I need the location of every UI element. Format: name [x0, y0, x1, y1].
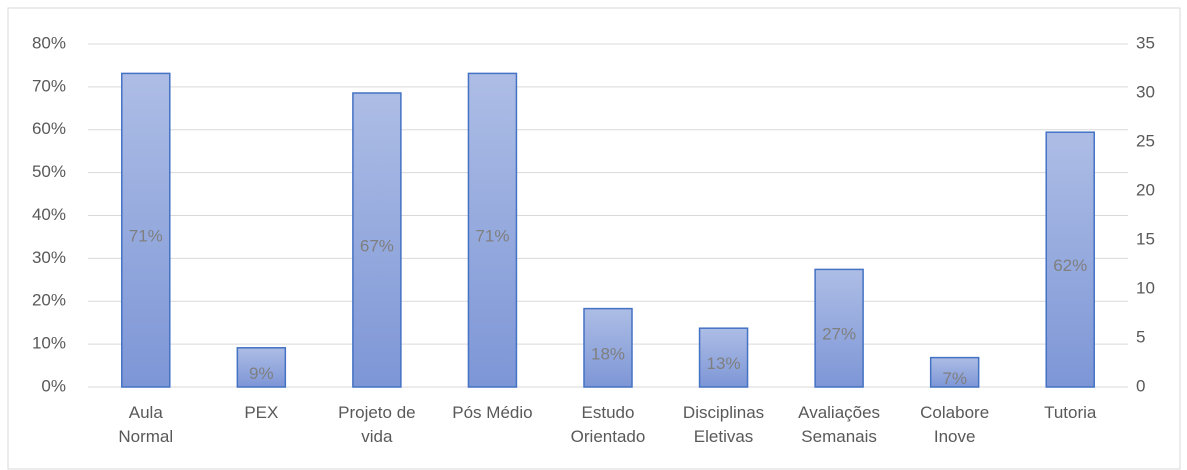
- y2-tick-label: 20: [1136, 180, 1155, 199]
- x-tick-label-line: Semanais: [801, 427, 877, 446]
- bar: [583, 307, 633, 388]
- x-tick-label-line: Normal: [118, 427, 173, 446]
- y2-tick-label: 35: [1136, 33, 1155, 52]
- x-tick-label: Tutoria: [1044, 403, 1097, 422]
- data-label: 9%: [249, 364, 274, 383]
- x-tick-label-line: Eletivas: [694, 427, 754, 446]
- bar: [814, 268, 864, 388]
- x-tick-label-line: Pós Médio: [452, 403, 532, 422]
- y-tick-label: 50%: [32, 162, 66, 181]
- y2-tick-label: 25: [1136, 131, 1155, 150]
- x-tick-label: Projeto de vida: [338, 403, 416, 446]
- bar: [698, 327, 749, 388]
- x-tick-label-line: Estudo: [582, 403, 635, 422]
- x-tick-label-line: Avaliações: [798, 403, 880, 422]
- data-label: 18%: [591, 344, 625, 363]
- bar: [121, 72, 171, 388]
- x-tick-label-line: Inove: [934, 427, 976, 446]
- y2-tick-label: 10: [1136, 278, 1155, 297]
- y2-tick-label: 5: [1136, 327, 1145, 346]
- x-tick-label-line: vida: [361, 427, 393, 446]
- bar: [467, 72, 518, 388]
- y-tick-label: 20%: [32, 291, 66, 310]
- x-tick-label-line: Colabore: [920, 403, 989, 422]
- data-label: 27%: [822, 325, 856, 344]
- x-tick-label: Aula Normal: [118, 403, 173, 446]
- data-label: 62%: [1053, 256, 1087, 275]
- y-tick-label: 60%: [32, 119, 66, 138]
- y-tick-label: 0%: [41, 376, 66, 395]
- x-tick-label-line: PEX: [244, 403, 278, 422]
- y2-tick-label: 15: [1136, 229, 1155, 248]
- x-tick-label-line: Aula: [129, 403, 164, 422]
- chart-frame: [7, 7, 1181, 470]
- y-tick-label: 10%: [32, 334, 66, 353]
- data-label: 7%: [942, 369, 967, 388]
- x-tick-label: Avaliações Semanais: [798, 403, 880, 446]
- x-tick-label: Colabore Inove: [920, 403, 989, 446]
- bar: [236, 347, 287, 388]
- data-label: 13%: [707, 354, 741, 373]
- y-tick-label: 70%: [32, 76, 66, 95]
- x-tick-label-line: Orientado: [571, 427, 646, 446]
- x-tick-label-line: Tutoria: [1044, 403, 1097, 422]
- y2-tick-label: 0: [1136, 376, 1145, 395]
- bar: [929, 356, 980, 388]
- y-tick-label: 40%: [32, 205, 66, 224]
- y-tick-label: 30%: [32, 248, 66, 267]
- x-tick-label-line: Disciplinas: [683, 403, 764, 422]
- y-tick-label: 80%: [32, 33, 66, 52]
- x-tick-label: Pós Médio: [452, 403, 532, 422]
- bar: [1045, 131, 1095, 388]
- data-label: 71%: [129, 227, 163, 246]
- data-label: 67%: [360, 236, 394, 255]
- data-label: 71%: [475, 227, 509, 246]
- x-tick-label: PEX: [244, 403, 278, 422]
- x-tick-label-line: Projeto de: [338, 403, 416, 422]
- x-tick-label: Estudo Orientado: [571, 403, 646, 446]
- x-tick-label: Disciplinas Eletivas: [683, 403, 764, 446]
- bar: [352, 92, 402, 388]
- y2-tick-label: 30: [1136, 82, 1155, 101]
